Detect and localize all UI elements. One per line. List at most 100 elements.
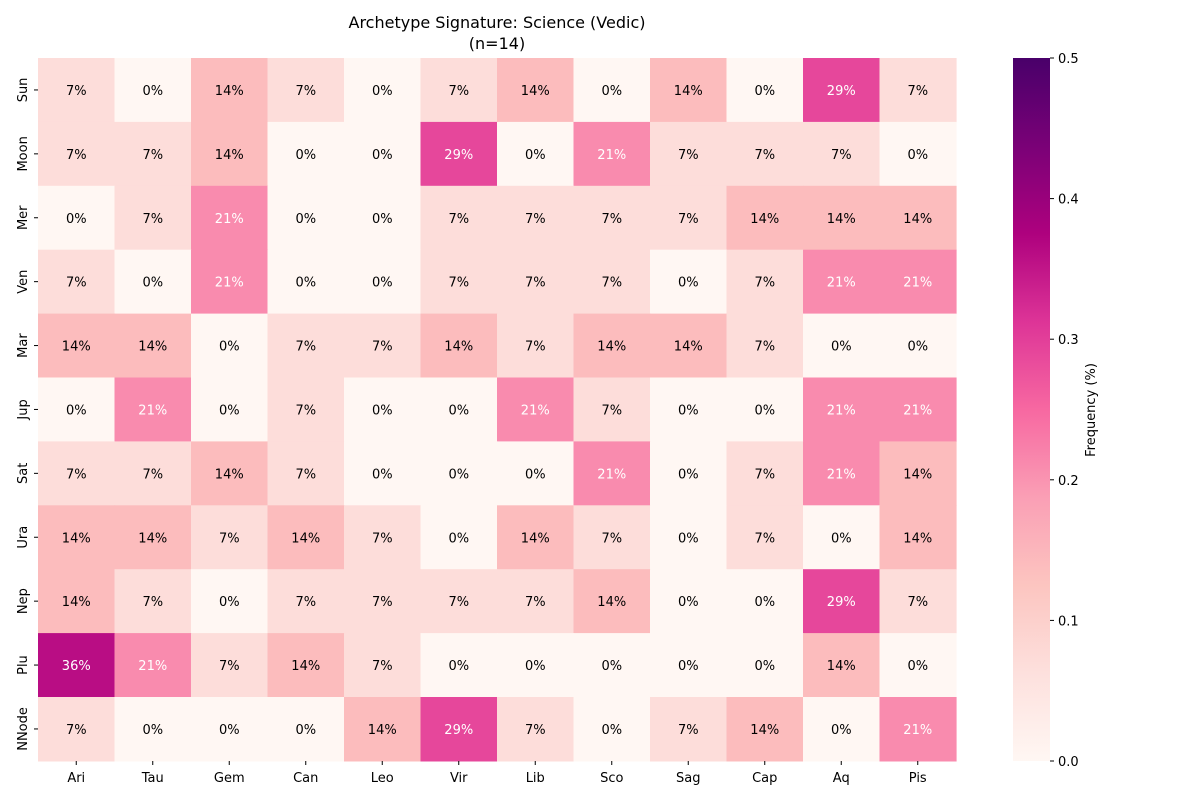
- cell-value-label: 7%: [448, 595, 469, 610]
- y-tick-label: Jup: [16, 399, 31, 420]
- heatmap-cell-plu-sag: [650, 633, 728, 698]
- heatmap-cell-jup-cap: [726, 377, 804, 442]
- cell-value-label: 29%: [827, 595, 856, 610]
- cell-value-label: 14%: [215, 467, 244, 482]
- heatmap-cell-mar-ari: [38, 313, 116, 379]
- heatmap-cell-nnode-tau: [114, 697, 192, 762]
- cell-value-label: 7%: [142, 595, 163, 610]
- heatmap-cell-nep-aq: [803, 569, 881, 634]
- cell-value-label: 0%: [66, 403, 87, 418]
- cell-value-label: 0%: [66, 212, 87, 227]
- heatmap-cell-mar-gem: [191, 313, 269, 379]
- cell-value-label: 7%: [754, 340, 775, 355]
- cell-value-label: 7%: [601, 276, 622, 291]
- cell-value-label: 21%: [903, 723, 932, 738]
- heatmap-cell-plu-can: [267, 633, 345, 698]
- colorbar: [1013, 58, 1050, 761]
- cell-value-label: 14%: [674, 84, 703, 99]
- heatmap-cell-sun-aq: [803, 58, 881, 123]
- heatmap-cell-nnode-pis: [879, 697, 957, 762]
- cell-value-label: 7%: [601, 531, 622, 546]
- cell-value-label: 7%: [678, 723, 699, 738]
- cell-value-label: 0%: [601, 84, 622, 99]
- cell-value-label: 21%: [138, 659, 167, 674]
- heatmap-cell-ven-cap: [726, 249, 804, 315]
- heatmap-cell-mer-sag: [650, 185, 728, 251]
- cell-value-label: 21%: [827, 467, 856, 482]
- cell-value-label: 0%: [219, 595, 240, 610]
- cell-value-label: 0%: [295, 148, 316, 163]
- cell-value-label: 0%: [372, 403, 393, 418]
- heatmap-cell-ven-can: [267, 249, 345, 315]
- heatmap-cell-nep-pis: [879, 569, 957, 634]
- heatmap-cell-jup-pis: [879, 377, 957, 442]
- y-tick-label: Mer: [16, 205, 31, 230]
- colorbar-label: Frequency (%): [1084, 363, 1099, 457]
- heatmap-cell-mar-sag: [650, 313, 728, 379]
- heatmap-cell-ven-aq: [803, 249, 881, 315]
- heatmap-cell-plu-leo: [344, 633, 422, 698]
- cell-value-label: 7%: [448, 84, 469, 99]
- heatmap-cell-jup-lib: [497, 377, 575, 442]
- cell-value-label: 7%: [525, 212, 546, 227]
- cell-value-label: 0%: [448, 659, 469, 674]
- x-tick-label: Gem: [214, 771, 245, 786]
- cell-value-label: 0%: [678, 531, 699, 546]
- cell-value-label: 0%: [754, 595, 775, 610]
- cell-value-label: 21%: [138, 403, 167, 418]
- heatmap-cell-jup-ari: [38, 377, 116, 442]
- heatmap-cell-nep-lib: [497, 569, 575, 634]
- cell-value-label: 0%: [372, 212, 393, 227]
- y-tick-label: Mar: [16, 333, 31, 358]
- cell-value-label: 0%: [754, 659, 775, 674]
- heatmap-cell-ura-vir: [420, 505, 498, 570]
- y-tick-label: Ura: [16, 526, 31, 549]
- heatmap-cell-sat-cap: [726, 441, 804, 506]
- heatmap-cell-mer-leo: [344, 185, 422, 251]
- cell-value-label: 0%: [907, 340, 928, 355]
- cell-value-label: 7%: [142, 148, 163, 163]
- heatmap-cell-ven-lib: [497, 249, 575, 315]
- heatmap-cell-mer-tau: [114, 185, 192, 251]
- cell-value-label: 0%: [831, 531, 852, 546]
- cell-value-label: 0%: [142, 276, 163, 291]
- cell-value-label: 0%: [601, 659, 622, 674]
- colorbar-ticks: 0.0 0.1 0.2 0.3 0.4 0.5: [1050, 52, 1079, 770]
- cell-value-label: 7%: [525, 340, 546, 355]
- cell-value-label: 14%: [827, 659, 856, 674]
- heatmap-cell-sat-ari: [38, 441, 116, 506]
- cell-value-label: 14%: [62, 595, 91, 610]
- cell-value-label: 14%: [215, 84, 244, 99]
- heatmap-cell-jup-vir: [420, 377, 498, 442]
- cell-value-label: 7%: [372, 659, 393, 674]
- cell-value-label: 0%: [295, 276, 316, 291]
- x-tick-label: Lib: [526, 771, 545, 786]
- heatmap-cell-jup-leo: [344, 377, 422, 442]
- y-tick-label: Sun: [16, 78, 31, 103]
- colorbar-tick-label: 0.3: [1058, 333, 1079, 348]
- cell-value-label: 14%: [597, 595, 626, 610]
- cell-value-label: 14%: [750, 723, 779, 738]
- heatmap-cell-ura-tau: [114, 505, 192, 570]
- heatmap-cell-nnode-can: [267, 697, 345, 762]
- cell-value-label: 0%: [448, 467, 469, 482]
- cell-value-label: 7%: [754, 531, 775, 546]
- heatmap-cell-plu-sco: [573, 633, 651, 698]
- heatmap-cell-sun-pis: [879, 58, 957, 123]
- heatmap-cell-nnode-aq: [803, 697, 881, 762]
- cell-value-label: 0%: [372, 276, 393, 291]
- heatmap-cell-mar-pis: [879, 313, 957, 379]
- cell-value-label: 7%: [66, 148, 87, 163]
- x-axis-ticks: Ari Tau Gem Can Leo Vir Lib Sco Sag Cap Aq Pis: [67, 761, 927, 786]
- cell-value-label: 21%: [215, 212, 244, 227]
- heatmap-cell-sun-vir: [420, 58, 498, 123]
- cell-value-label: 7%: [66, 84, 87, 99]
- cell-value-label: 7%: [66, 723, 87, 738]
- cell-value-label: 14%: [597, 340, 626, 355]
- cell-value-label: 7%: [295, 340, 316, 355]
- cell-value-label: 0%: [754, 403, 775, 418]
- chart-subtitle: (n=14): [469, 34, 525, 53]
- heatmap-cell-sat-aq: [803, 441, 881, 506]
- cell-value-label: 7%: [372, 531, 393, 546]
